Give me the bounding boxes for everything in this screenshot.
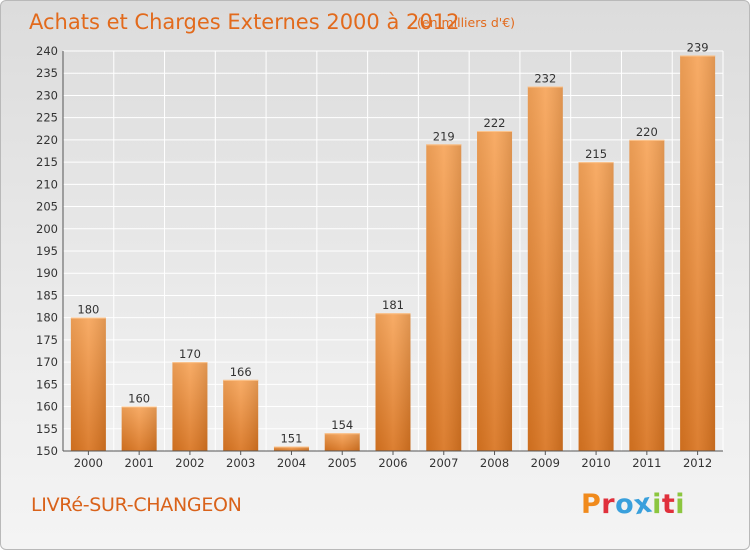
y-tick-label: 205: [36, 200, 58, 214]
y-tick-label: 160: [36, 400, 58, 414]
y-tick-label: 195: [36, 244, 58, 258]
y-tick-label: 200: [36, 222, 58, 236]
data-label: 166: [230, 365, 252, 379]
logo-letter: r: [601, 489, 616, 520]
bar-shade: [172, 362, 208, 451]
commune-name: LIVRé-SUR-CHANGEON: [31, 494, 242, 516]
y-tick-label: 225: [36, 111, 58, 125]
bar-shade: [273, 446, 309, 451]
logo-letter: P: [581, 489, 602, 520]
x-tick-label: 2006: [378, 456, 407, 470]
y-tick-label: 215: [36, 155, 58, 169]
bar-shade: [477, 131, 513, 451]
bar-shade: [324, 433, 360, 451]
x-tick-label: 2002: [175, 456, 204, 470]
bar-shade: [375, 313, 411, 451]
y-tick-label: 190: [36, 266, 58, 280]
x-tick-label: 2011: [632, 456, 661, 470]
bar-shade: [70, 317, 106, 451]
bar-shade: [121, 406, 157, 451]
data-label: 170: [179, 347, 201, 361]
x-tick-label: 2012: [683, 456, 712, 470]
logo-letter: i: [675, 489, 686, 520]
bar-shade: [223, 379, 259, 451]
y-tick-label: 175: [36, 333, 58, 347]
chart-title: Achats et Charges Externes 2000 à 2012: [29, 10, 459, 34]
bar-shade: [578, 162, 614, 451]
x-tick-label: 2004: [277, 456, 306, 470]
data-label: 222: [484, 116, 506, 130]
data-label: 239: [687, 40, 709, 54]
y-tick-label: 165: [36, 377, 58, 391]
chart-unit: (en milliers d'€): [417, 15, 515, 30]
data-label: 215: [585, 147, 607, 161]
data-label: 151: [280, 432, 302, 446]
x-tick-label: 2005: [328, 456, 357, 470]
y-tick-label: 220: [36, 133, 58, 147]
x-tick-label: 2001: [125, 456, 154, 470]
data-label: 180: [77, 303, 99, 317]
y-tick-label: 235: [36, 66, 58, 80]
x-tick-label: 2010: [581, 456, 610, 470]
data-label: 160: [128, 392, 150, 406]
x-tick-label: 2009: [531, 456, 560, 470]
y-tick-label: 185: [36, 288, 58, 302]
data-label: 220: [636, 125, 658, 139]
data-label: 154: [331, 418, 353, 432]
y-tick-label: 240: [36, 44, 58, 58]
logo-letter: i: [652, 489, 662, 520]
y-tick-label: 210: [36, 177, 58, 191]
y-tick-label: 170: [36, 355, 58, 369]
x-tick-label: 2008: [480, 456, 509, 470]
y-tick-label: 150: [36, 444, 58, 458]
bar-shade: [426, 144, 462, 452]
logo-letter: o: [615, 489, 635, 520]
data-label: 219: [433, 129, 455, 143]
x-tick-label: 2003: [226, 456, 255, 470]
logo-letter: t: [661, 489, 676, 520]
data-label: 181: [382, 298, 404, 312]
y-tick-label: 230: [36, 88, 58, 102]
bars: 180 160 170 166 151 154 181 219 222 232 215 220 239: [70, 40, 716, 452]
y-tick-label: 180: [36, 311, 58, 325]
x-tick-label: 2007: [429, 456, 458, 470]
data-label: 232: [534, 72, 556, 86]
axes: 150 155 160 165 170 175 180 185 190 195 200 205 210 2…: [36, 44, 723, 470]
bar-shade: [629, 139, 665, 451]
y-tick-label: 155: [36, 422, 58, 436]
proxiti-logo: Proxiti: [581, 488, 686, 522]
bar-shade: [680, 55, 716, 451]
x-tick-label: 2000: [74, 456, 103, 470]
bar-shade: [527, 86, 563, 452]
